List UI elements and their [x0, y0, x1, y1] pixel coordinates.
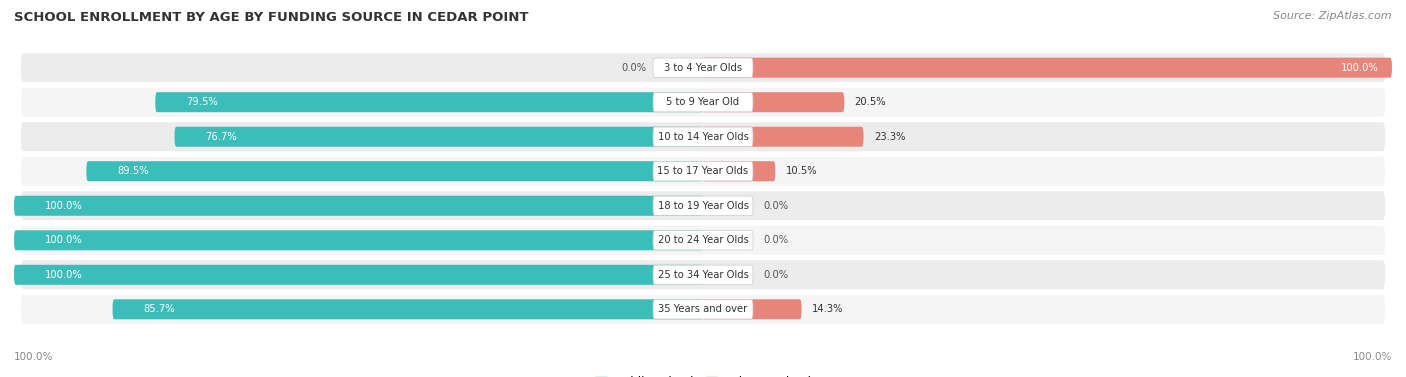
FancyBboxPatch shape: [703, 161, 775, 181]
FancyBboxPatch shape: [652, 162, 754, 181]
FancyBboxPatch shape: [652, 231, 754, 250]
FancyBboxPatch shape: [174, 127, 703, 147]
Text: 35 Years and over: 35 Years and over: [658, 304, 748, 314]
FancyBboxPatch shape: [86, 161, 703, 181]
FancyBboxPatch shape: [652, 265, 754, 285]
FancyBboxPatch shape: [21, 53, 1385, 82]
Text: 100.0%: 100.0%: [1340, 63, 1378, 73]
FancyBboxPatch shape: [14, 196, 703, 216]
Text: 0.0%: 0.0%: [763, 270, 789, 280]
Text: 100.0%: 100.0%: [45, 235, 83, 245]
Text: 100.0%: 100.0%: [45, 201, 83, 211]
FancyBboxPatch shape: [155, 92, 703, 112]
FancyBboxPatch shape: [652, 58, 754, 77]
FancyBboxPatch shape: [21, 88, 1385, 117]
FancyBboxPatch shape: [21, 295, 1385, 324]
Text: 14.3%: 14.3%: [811, 304, 844, 314]
Text: 0.0%: 0.0%: [621, 63, 647, 73]
FancyBboxPatch shape: [21, 260, 1385, 289]
FancyBboxPatch shape: [703, 58, 1392, 78]
Text: 100.0%: 100.0%: [45, 270, 83, 280]
Text: 20.5%: 20.5%: [855, 97, 886, 107]
Text: Source: ZipAtlas.com: Source: ZipAtlas.com: [1274, 11, 1392, 21]
Text: 10 to 14 Year Olds: 10 to 14 Year Olds: [658, 132, 748, 142]
Text: 100.0%: 100.0%: [1353, 352, 1392, 362]
FancyBboxPatch shape: [21, 226, 1385, 255]
FancyBboxPatch shape: [652, 92, 754, 112]
Text: 15 to 17 Year Olds: 15 to 17 Year Olds: [658, 166, 748, 176]
FancyBboxPatch shape: [652, 196, 754, 215]
Text: 79.5%: 79.5%: [186, 97, 218, 107]
FancyBboxPatch shape: [112, 299, 703, 319]
Text: 3 to 4 Year Olds: 3 to 4 Year Olds: [664, 63, 742, 73]
FancyBboxPatch shape: [703, 127, 863, 147]
FancyBboxPatch shape: [652, 127, 754, 146]
Legend: Public School, Private School: Public School, Private School: [595, 376, 811, 377]
Text: 100.0%: 100.0%: [14, 352, 53, 362]
FancyBboxPatch shape: [652, 300, 754, 319]
Text: 20 to 24 Year Olds: 20 to 24 Year Olds: [658, 235, 748, 245]
Text: 89.5%: 89.5%: [118, 166, 149, 176]
Text: 18 to 19 Year Olds: 18 to 19 Year Olds: [658, 201, 748, 211]
FancyBboxPatch shape: [703, 299, 801, 319]
Text: 0.0%: 0.0%: [763, 201, 789, 211]
FancyBboxPatch shape: [21, 157, 1385, 186]
Text: 85.7%: 85.7%: [143, 304, 176, 314]
FancyBboxPatch shape: [21, 191, 1385, 220]
Text: 76.7%: 76.7%: [205, 132, 238, 142]
Text: 25 to 34 Year Olds: 25 to 34 Year Olds: [658, 270, 748, 280]
Text: SCHOOL ENROLLMENT BY AGE BY FUNDING SOURCE IN CEDAR POINT: SCHOOL ENROLLMENT BY AGE BY FUNDING SOUR…: [14, 11, 529, 24]
Text: 5 to 9 Year Old: 5 to 9 Year Old: [666, 97, 740, 107]
FancyBboxPatch shape: [14, 265, 703, 285]
Text: 10.5%: 10.5%: [786, 166, 817, 176]
FancyBboxPatch shape: [14, 230, 703, 250]
FancyBboxPatch shape: [21, 122, 1385, 151]
Text: 0.0%: 0.0%: [763, 235, 789, 245]
Text: 23.3%: 23.3%: [875, 132, 905, 142]
FancyBboxPatch shape: [703, 92, 844, 112]
